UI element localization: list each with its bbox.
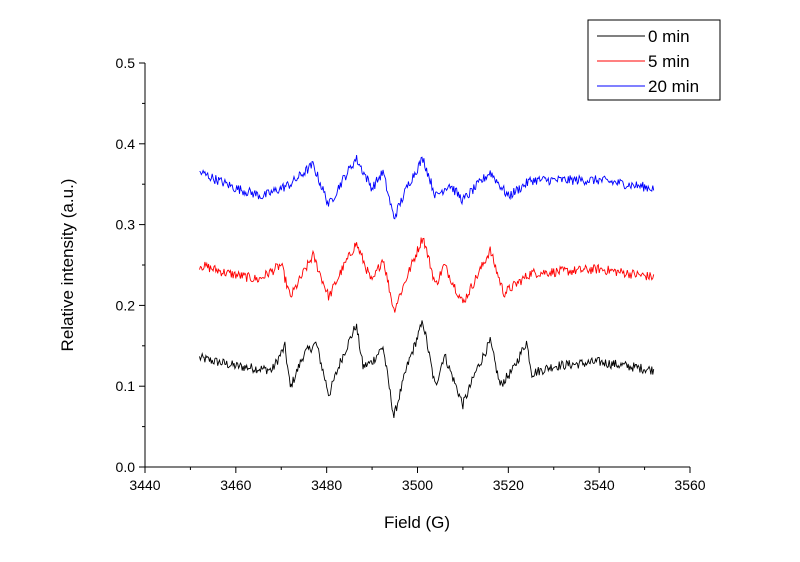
x-tick-label: 3480	[311, 477, 342, 493]
y-tick-label: 0.2	[116, 297, 136, 313]
legend-label: 5 min	[648, 52, 690, 71]
y-tick-label: 0.0	[116, 459, 136, 475]
y-tick-label: 0.4	[116, 136, 136, 152]
legend: 0 min 5 min 20 min	[587, 19, 721, 101]
x-tick-label: 3520	[493, 477, 524, 493]
x-tick-label: 3560	[674, 477, 705, 493]
x-axis-label: Field (G)	[384, 513, 450, 532]
series-line-0-min	[199, 320, 655, 418]
legend-label: 0 min	[648, 27, 690, 46]
axes: 3440 3460 3480 3500 3520 3540 3560 0.0 0.1 0.2 0.3…	[116, 55, 706, 493]
y-tick-label: 0.3	[116, 217, 136, 233]
x-tick-label: 3440	[129, 477, 160, 493]
legend-label: 20 min	[648, 77, 699, 96]
x-tick-label: 3540	[584, 477, 615, 493]
y-tick-label: 0.1	[116, 378, 136, 394]
legend-box	[587, 19, 721, 101]
x-tick-label: 3500	[402, 477, 433, 493]
series-line-20-min	[199, 155, 655, 220]
y-tick-label: 0.5	[116, 55, 136, 71]
y-axis-label: Relative intensity (a.u.)	[58, 179, 77, 352]
series-layer	[199, 155, 655, 418]
series-line-5-min	[199, 237, 655, 313]
x-tick-label: 3460	[220, 477, 251, 493]
